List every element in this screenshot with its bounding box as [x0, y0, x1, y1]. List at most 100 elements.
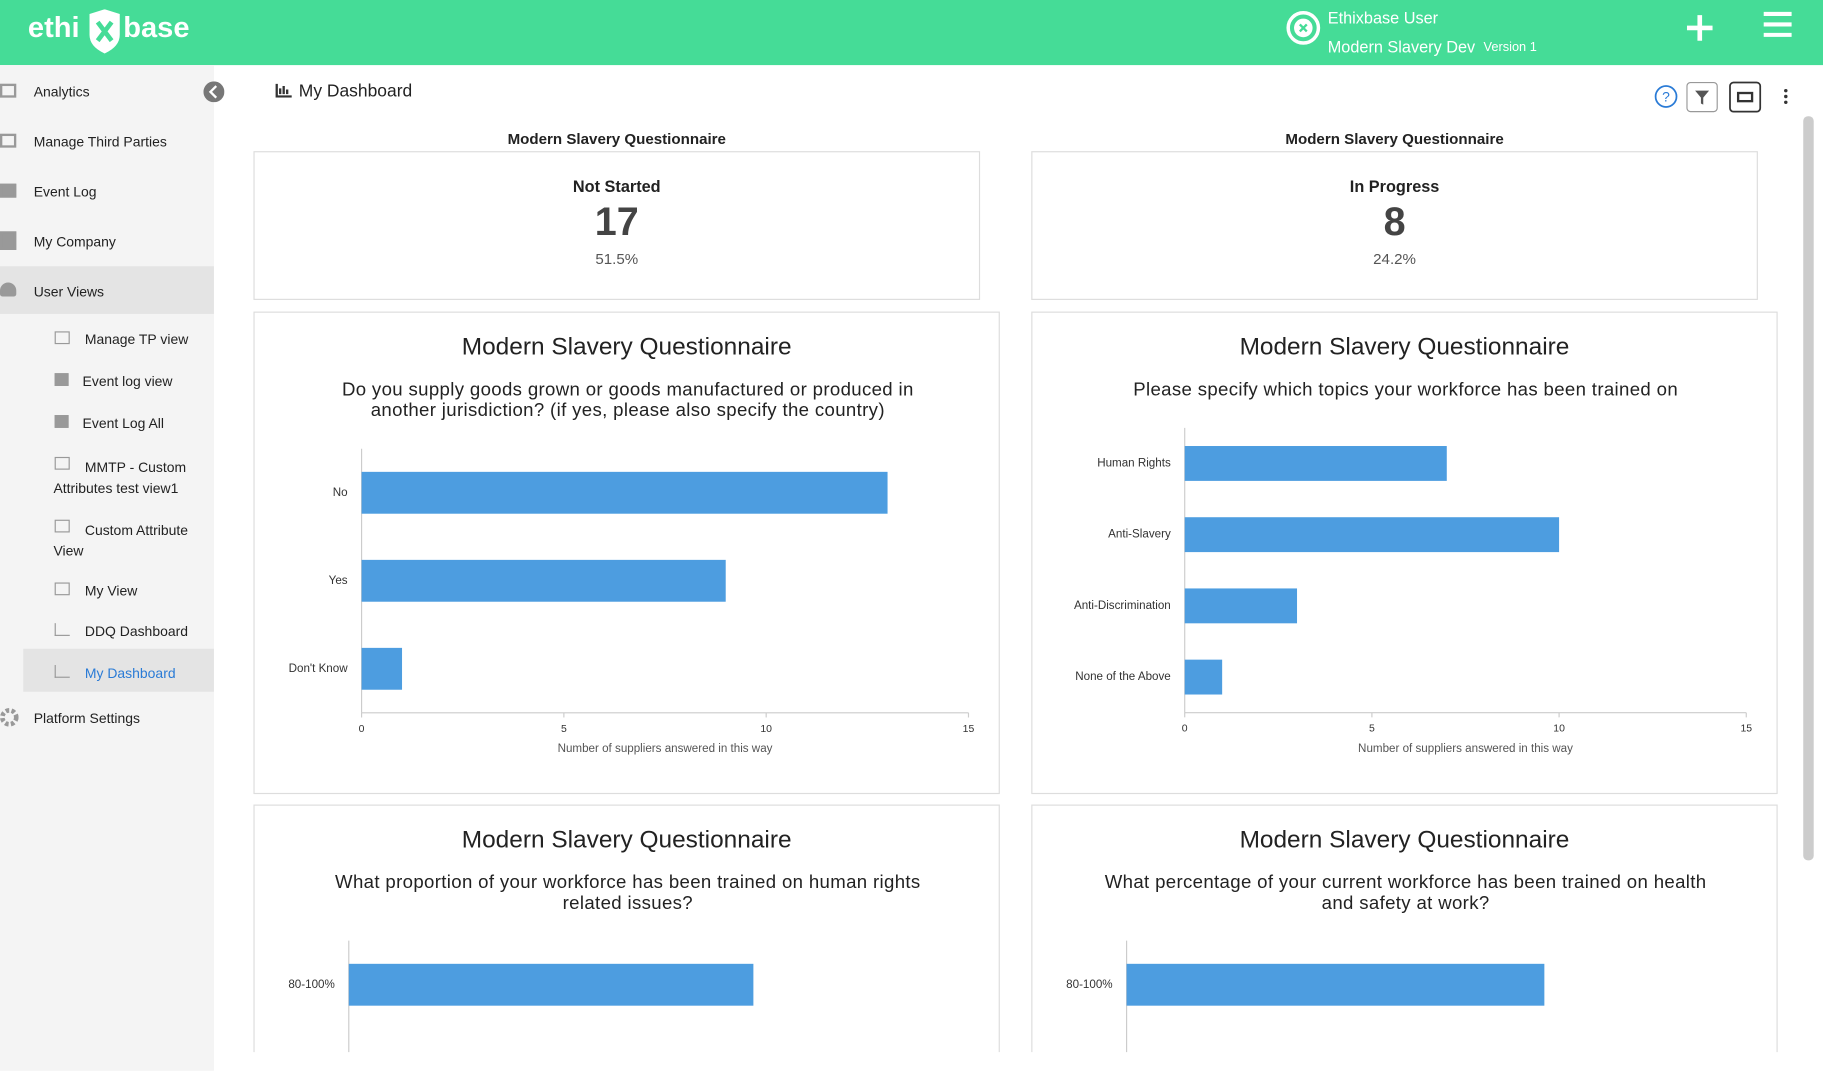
page-icon [275, 83, 292, 98]
help-icon: ? [1662, 88, 1670, 104]
user-avatar[interactable] [1286, 10, 1321, 45]
bar [1184, 659, 1223, 695]
submenu-item-active[interactable]: My Dashboard [84, 665, 176, 682]
stat-value: 17 [594, 199, 639, 245]
menu-item[interactable]: User Views [33, 283, 105, 300]
submenu-item[interactable]: Custom Attribute View [53, 522, 189, 560]
add-button[interactable] [1685, 13, 1715, 43]
chart-question: What percentage of your current workforc… [1104, 873, 1707, 914]
category-label: Don't Know [289, 662, 349, 675]
bar [1184, 588, 1298, 624]
chart-question: What proportion of your workforce has be… [335, 873, 921, 914]
bar [348, 963, 754, 1006]
bar [1126, 963, 1545, 1006]
chart: 80-100% [1066, 940, 1545, 1053]
print-button[interactable] [1729, 81, 1762, 113]
submenu-icon [54, 456, 70, 470]
menu-item[interactable]: Platform Settings [33, 710, 140, 727]
stat-heading: Modern Slavery Questionnaire [507, 130, 726, 148]
x-tick-label: 15 [1740, 724, 1752, 735]
x-tick-label: 10 [1553, 724, 1565, 735]
category-label: No [333, 486, 348, 499]
header: ethi base Ethixbase User Modern Slavery … [0, 0, 1823, 66]
category-label: 80-100% [1066, 978, 1112, 991]
stat-label: Not Started [572, 176, 661, 196]
sidebar: Analytics Manage Third Parties Event Log… [0, 65, 225, 1071]
scrollbar[interactable] [1803, 116, 1814, 861]
chart-card: 80-100% Modern Slavery Questionnaire What … [253, 804, 1000, 1053]
stat-card: In Progress 8 24.2% [1031, 151, 1758, 300]
submenu-icon [54, 331, 70, 345]
menu-icon [0, 183, 17, 198]
menu-item[interactable]: Analytics [33, 83, 90, 100]
x-tick-label: 5 [1369, 724, 1375, 735]
category-label: None of the Above [1075, 670, 1171, 683]
page-title: My Dashboard [298, 81, 413, 102]
active-group-bg [0, 266, 214, 314]
submenu-item[interactable]: Event Log All [82, 415, 165, 432]
submenu-icon [54, 373, 69, 386]
bar [361, 647, 403, 690]
menu-icon [0, 83, 17, 98]
chart: 80-100% [288, 940, 754, 1053]
brand-logo [89, 9, 120, 54]
chart-title: Modern Slavery Questionnaire [1239, 826, 1570, 854]
submenu-icon [54, 519, 70, 533]
brand-left: ethi [27, 11, 80, 45]
submenu-icon [54, 623, 70, 636]
chart-title: Modern Slavery Questionnaire [461, 333, 792, 361]
bar [1184, 446, 1447, 481]
menu-item[interactable]: Event Log [33, 183, 97, 200]
stat-label: In Progress [1349, 176, 1440, 196]
x-tick-label: 0 [359, 724, 365, 735]
menu-item[interactable]: Manage Third Parties [33, 133, 167, 150]
bar [1184, 517, 1560, 553]
submenu-item[interactable]: MMTP - Custom Attributes test view1 [53, 459, 187, 497]
more-button[interactable] [1784, 88, 1788, 93]
chart-card: 0 5 10 15 Number of suppliers answered in th… [253, 311, 1000, 795]
stat-heading: Modern Slavery Questionnaire [1285, 130, 1504, 148]
stat-percent: 51.5% [595, 249, 639, 268]
category-label: 80-100% [288, 978, 334, 991]
toolbar: ? [1654, 81, 1788, 113]
x-tick-label: 15 [963, 724, 975, 735]
chart-card: 0 5 10 15 Number of suppliers answered in th… [1031, 311, 1778, 795]
category-label: Yes [329, 574, 348, 587]
submenu-icon [54, 582, 70, 596]
menu-icon [0, 231, 17, 250]
stat-percent: 24.2% [1373, 249, 1417, 268]
menu-icon [0, 282, 17, 297]
collapse-button[interactable] [203, 81, 225, 103]
category-label: Human Rights [1097, 457, 1171, 470]
account-name: Modern Slavery Dev [1327, 37, 1476, 56]
submenu-item[interactable]: DDQ Dashboard [84, 623, 189, 640]
menu-button[interactable] [1761, 10, 1794, 38]
submenu-icon [54, 415, 69, 428]
menu-icon [0, 133, 17, 148]
chart-title: Modern Slavery Questionnaire [461, 826, 792, 854]
help-button[interactable] [1654, 85, 1678, 108]
submenu-item[interactable]: Manage TP view [84, 331, 189, 348]
brand-right: base [123, 11, 190, 45]
chart-title: Modern Slavery Questionnaire [1239, 333, 1570, 361]
menu-icon [0, 708, 19, 727]
submenu-item[interactable]: Event log view [82, 373, 173, 390]
x-tick-label: 5 [561, 724, 567, 735]
submenu-icon [54, 665, 70, 678]
bar [361, 471, 888, 514]
stat-card: Not Started 17 51.5% [253, 151, 981, 300]
bar [361, 559, 726, 602]
version: Version 1 [1483, 40, 1537, 55]
x-tick-label: 0 [1182, 724, 1188, 735]
category-label: Anti-Discrimination [1074, 599, 1171, 612]
chart-question: Please specify which topics your workfor… [1133, 380, 1679, 400]
submenu-item[interactable]: My View [84, 582, 138, 599]
user-name: Ethixbase User [1327, 8, 1439, 27]
chart-question: Do you supply goods grown or goods manuf… [341, 380, 914, 421]
chart-card: 80-100% Modern Slavery Questionnaire What … [1031, 804, 1778, 1053]
stat-value: 8 [1383, 199, 1406, 245]
category-label: Anti-Slavery [1108, 528, 1171, 541]
menu-item[interactable]: My Company [33, 233, 116, 250]
chart: 0 5 10 15 Number of suppliers answered in th… [1074, 427, 1752, 755]
